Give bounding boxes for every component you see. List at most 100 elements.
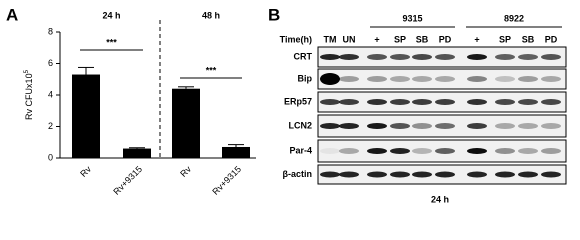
band xyxy=(541,76,561,82)
band xyxy=(412,54,432,60)
row-label: Par-4 xyxy=(289,145,312,155)
band xyxy=(518,99,538,105)
bar xyxy=(172,88,200,158)
band xyxy=(495,148,515,154)
column-label: + xyxy=(474,34,479,44)
band xyxy=(467,123,487,129)
row-label: Bip xyxy=(298,73,313,83)
band xyxy=(339,99,359,105)
band xyxy=(339,54,359,60)
band xyxy=(390,99,410,105)
time-header: Time(h) xyxy=(280,34,312,44)
band xyxy=(518,54,538,60)
band xyxy=(412,76,432,82)
band xyxy=(435,54,455,60)
band xyxy=(467,99,487,105)
group-label: 48 h xyxy=(202,10,220,20)
band xyxy=(495,99,515,105)
column-label: SB xyxy=(416,34,429,44)
band xyxy=(320,148,340,154)
band xyxy=(390,148,410,154)
band xyxy=(367,54,387,60)
band xyxy=(412,123,432,129)
column-label: + xyxy=(374,34,379,44)
figure: A B Rv CFUx105 0 2 4 6 8 Rv Rv+9315 Rv Rv+9315 24… xyxy=(6,5,567,204)
band xyxy=(367,171,387,178)
band xyxy=(518,171,538,178)
panel-label: B xyxy=(268,5,280,24)
row-label: ERp57 xyxy=(284,96,312,106)
band xyxy=(541,54,561,60)
band xyxy=(367,148,387,154)
significance: *** xyxy=(106,37,117,47)
group-label: 8922 xyxy=(504,13,524,23)
band xyxy=(467,148,487,154)
band xyxy=(412,148,432,154)
column-label: SB xyxy=(522,34,535,44)
band xyxy=(367,123,387,129)
band xyxy=(495,54,515,60)
band xyxy=(390,76,410,82)
band xyxy=(320,171,340,178)
band xyxy=(435,123,455,129)
bar xyxy=(72,74,100,158)
band xyxy=(412,99,432,105)
column-label: UN xyxy=(343,34,356,44)
row-label: CRT xyxy=(294,51,313,61)
band xyxy=(320,99,340,105)
y-axis-label: Rv CFUx105 xyxy=(24,69,35,120)
y-tick-label: 0 xyxy=(48,152,53,162)
column-label: TM xyxy=(324,34,337,44)
band xyxy=(435,99,455,105)
x-tick-label: Rv xyxy=(78,164,93,179)
band xyxy=(495,76,515,82)
band xyxy=(320,123,340,129)
bar xyxy=(222,146,250,158)
y-tick-label: 8 xyxy=(48,26,53,36)
band xyxy=(339,76,359,82)
y-tick-label: 4 xyxy=(48,89,53,99)
group-label: 24 h xyxy=(102,10,120,20)
band xyxy=(541,123,561,129)
band xyxy=(518,123,538,129)
group-label: 9315 xyxy=(402,13,422,23)
bar xyxy=(123,148,151,158)
band xyxy=(367,76,387,82)
band xyxy=(412,171,432,178)
band xyxy=(320,54,340,60)
band xyxy=(495,171,515,178)
band xyxy=(390,54,410,60)
row-label: LCN2 xyxy=(288,120,312,130)
x-tick-label: Rv+9315 xyxy=(111,164,144,197)
band xyxy=(390,123,410,129)
band xyxy=(541,99,561,105)
band xyxy=(518,148,538,154)
y-tick-label: 6 xyxy=(48,58,53,68)
blot-strip xyxy=(317,68,567,90)
significance: *** xyxy=(206,65,217,75)
band xyxy=(435,76,455,82)
band xyxy=(467,54,487,60)
band xyxy=(495,123,515,129)
band xyxy=(518,76,538,82)
band xyxy=(367,99,387,105)
band xyxy=(320,73,340,85)
band xyxy=(435,148,455,154)
band xyxy=(339,123,359,129)
band xyxy=(467,171,487,178)
panel-label: A xyxy=(6,5,18,24)
column-label: SP xyxy=(499,34,511,44)
x-tick-label: Rv xyxy=(178,164,193,179)
band xyxy=(541,171,561,178)
band xyxy=(339,171,359,178)
band xyxy=(467,76,487,82)
band xyxy=(541,148,561,154)
column-label: PD xyxy=(439,34,452,44)
row-label: β-actin xyxy=(283,169,313,179)
y-tick-label: 2 xyxy=(48,121,53,131)
column-label: SP xyxy=(394,34,406,44)
band xyxy=(435,171,455,178)
x-tick-label: Rv+9315 xyxy=(210,164,243,197)
band xyxy=(390,171,410,178)
band xyxy=(339,148,359,154)
